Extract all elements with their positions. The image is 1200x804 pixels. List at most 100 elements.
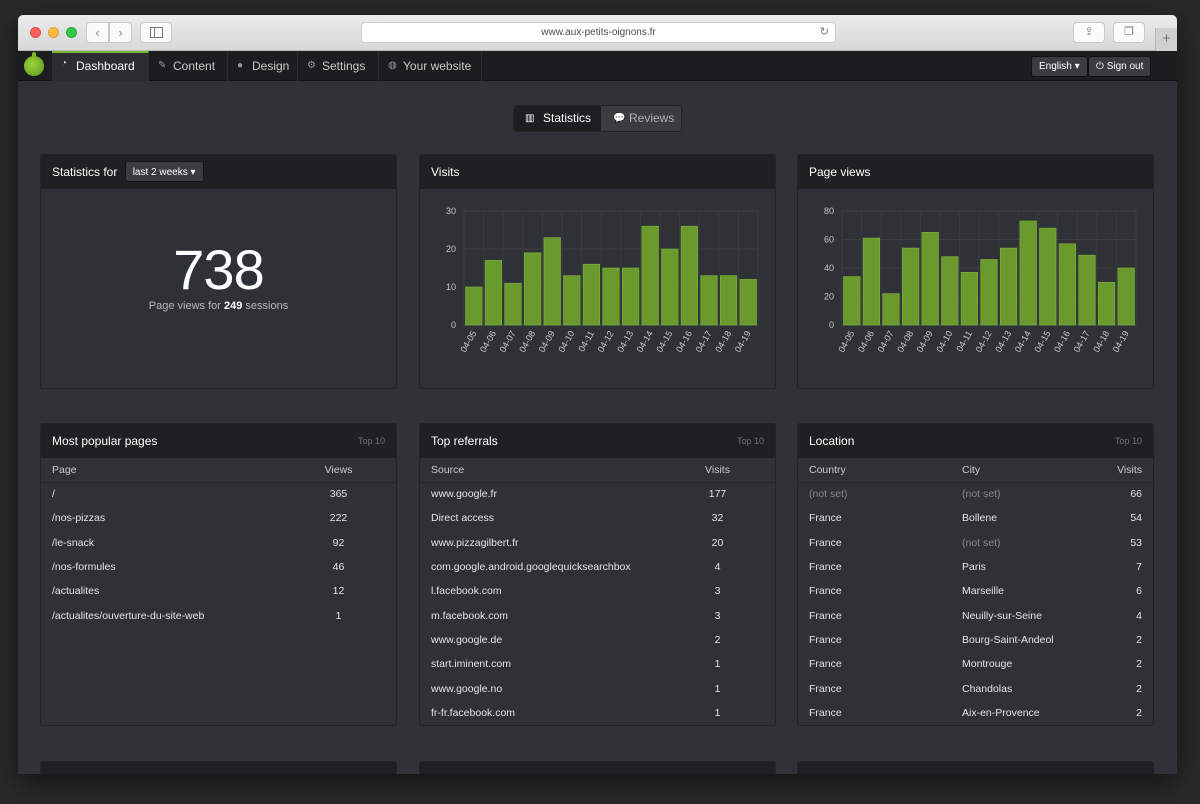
table-cell: France <box>809 706 842 719</box>
nav-settings[interactable]: ⚙ Settings <box>298 51 379 81</box>
nav-dashboard[interactable]: ◔ Dashboard <box>52 51 149 81</box>
y-tick-label: 10 <box>446 282 456 292</box>
chart-bar <box>1097 281 1116 326</box>
table-cell: 46 <box>332 561 345 574</box>
table-cell: Aix-en-Provence <box>962 706 1040 719</box>
tab-overview-button[interactable]: ❐ <box>1113 22 1145 43</box>
table-row: www.pizzagilbert.fr 20 <box>420 531 775 555</box>
tabs-icon: ❐ <box>1124 26 1134 38</box>
lower-panel-left-header <box>41 762 396 774</box>
chart-bar <box>622 267 640 326</box>
reload-icon[interactable]: ↻ <box>819 26 829 38</box>
table-cell: www.google.de <box>431 633 503 646</box>
x-tick-label: 04-06 <box>478 329 498 354</box>
table-cell: /nos-formules <box>52 561 116 574</box>
table-cell: www.google.no <box>431 682 503 695</box>
table-row: /nos-pizzas 222 <box>41 506 396 530</box>
close-window-button[interactable] <box>30 27 41 38</box>
x-tick-label: 04-07 <box>876 329 896 354</box>
chart-bar <box>960 271 979 326</box>
top-referrals-tag: Top 10 <box>736 436 764 446</box>
top-referrals-table: Source Visits www.google.fr 177 Direct acc… <box>420 458 775 725</box>
forward-button[interactable]: › <box>109 22 132 43</box>
minimize-window-button[interactable] <box>48 27 59 38</box>
tab-reviews[interactable]: 💬 Reviews <box>602 106 682 131</box>
sidebar-icon <box>150 27 163 38</box>
chart-bar <box>543 237 561 326</box>
table-cell: 2 <box>1136 633 1142 646</box>
table-cell: 2 <box>714 633 721 646</box>
table-header-row: Source Visits <box>420 458 775 483</box>
period-dropdown[interactable]: last 2 weeks ▾ <box>124 161 204 182</box>
chart-bar <box>980 259 998 326</box>
globe-icon: ◍ <box>388 60 397 71</box>
table-cell: 177 <box>708 488 727 501</box>
chart-bar <box>680 225 699 326</box>
table-row: www.google.fr 177 <box>420 482 775 506</box>
main-navigation: ◔ Dashboard ✎ Content ● Design ⚙ Setting… <box>18 51 1177 81</box>
table-cell: /le-snack <box>52 536 95 549</box>
zoom-window-button[interactable] <box>66 27 77 38</box>
nav-content-label: Content <box>173 59 216 73</box>
table-cell: France <box>809 536 842 549</box>
table-cell: 2 <box>1136 706 1142 719</box>
chart-bar <box>602 267 620 326</box>
chart-bar <box>902 247 920 326</box>
gear-icon: ⚙ <box>307 60 316 71</box>
chevron-right-icon: › <box>118 25 123 40</box>
browser-toolbar: ‹ › www.aux-petits-oignons.fr ↻ ⇪ ❐ + <box>18 15 1177 51</box>
top-referrals-panel: Top referrals Top 10 Source Visits www.g… <box>419 423 776 726</box>
x-tick-label: 04-16 <box>674 329 694 354</box>
table-cell: 1 <box>714 682 721 695</box>
table-cell: Neuilly-sur-Seine <box>962 609 1042 622</box>
chart-bar <box>484 260 502 326</box>
chart-bar <box>465 286 483 326</box>
table-cell: Montrouge <box>962 658 1013 671</box>
onion-logo-icon[interactable] <box>24 52 44 76</box>
table-cell: (not set) <box>809 488 848 501</box>
column-header-views: Views <box>281 458 396 483</box>
table-row: /actualites/ouverture-du-site-web 1 <box>41 603 396 627</box>
column-header-page: Page <box>41 458 281 483</box>
table-cell: www.pizzagilbert.fr <box>431 536 519 549</box>
chart-bar <box>504 282 522 326</box>
table-cell: /actualites <box>52 585 100 598</box>
address-bar[interactable]: www.aux-petits-oignons.fr ↻ <box>361 22 836 43</box>
location-header: Location Top 10 <box>798 424 1153 458</box>
x-tick-label: 04-17 <box>1072 329 1092 354</box>
back-button[interactable]: ‹ <box>86 22 109 43</box>
column-header-country: Country <box>798 458 951 483</box>
share-button[interactable]: ⇪ <box>1073 22 1105 43</box>
table-row: France Paris 7 <box>798 555 1153 579</box>
table-row: France Bourg-Saint-Andeol 2 <box>798 628 1153 652</box>
nav-content[interactable]: ✎ Content <box>149 51 228 81</box>
table-cell: Chandolas <box>962 682 1013 695</box>
period-label: last 2 weeks <box>132 167 188 178</box>
tab-statistics[interactable]: ▥ Statistics <box>514 106 601 131</box>
popular-pages-title: Most popular pages <box>52 434 158 448</box>
nav-design-label: Design <box>252 59 290 73</box>
visits-panel-header: Visits <box>420 155 775 189</box>
table-row: France Aix-en-Provence 2 <box>798 701 1153 725</box>
table-cell: com.google.android.googlequicksearchbox <box>431 561 631 574</box>
chart-bar <box>862 237 880 326</box>
sign-out-button[interactable]: ⏻ Sign out <box>1088 56 1152 77</box>
chart-bar <box>700 275 718 326</box>
top-referrals-title: Top referrals <box>431 434 498 448</box>
language-label: English <box>1039 61 1072 72</box>
y-tick-label: 60 <box>824 235 834 245</box>
nav-your-website[interactable]: ◍ Your website <box>379 51 482 81</box>
popular-pages-panel: Most popular pages Top 10 Page Views / 36… <box>40 423 397 726</box>
lower-panel-middle-header <box>420 762 775 774</box>
nav-your-website-label: Your website <box>403 59 472 73</box>
power-icon: ⏻ <box>1096 61 1104 72</box>
caret-down-icon: ▾ <box>190 167 196 178</box>
top-referrals-header: Top referrals Top 10 <box>420 424 775 458</box>
new-tab-button[interactable]: + <box>1155 28 1177 51</box>
language-dropdown[interactable]: English ▾ <box>1031 56 1088 77</box>
nav-design[interactable]: ● Design <box>228 51 298 81</box>
sidebar-toggle-button[interactable] <box>140 22 172 43</box>
chart-bar <box>563 275 581 326</box>
table-row: /nos-formules 46 <box>41 555 396 579</box>
